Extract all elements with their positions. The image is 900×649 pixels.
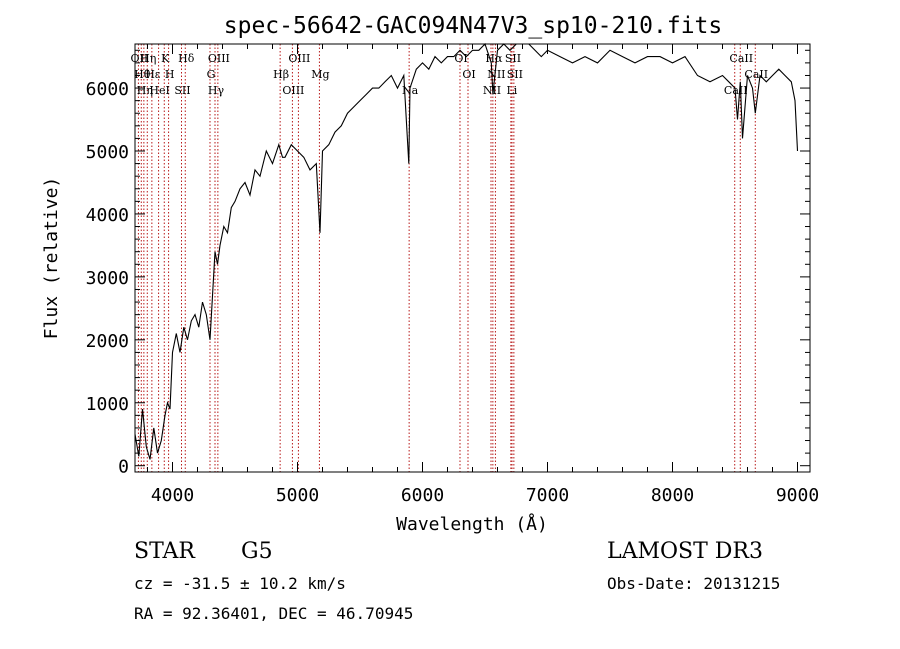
- spectrum-line: [134, 42, 799, 460]
- line-label: Li: [506, 84, 517, 97]
- line-label: Hε: [145, 68, 161, 81]
- y-tick-label: 0: [118, 457, 129, 478]
- line-label: G: [207, 68, 216, 81]
- x-axis-label: Wavelength (Å): [396, 513, 548, 535]
- line-label: SII: [505, 52, 521, 65]
- y-tick-label: 1000: [86, 394, 129, 415]
- line-label: OIII: [288, 52, 310, 65]
- plot-frame: [134, 43, 811, 473]
- y-axis-label: Flux (relative): [41, 177, 62, 340]
- emission-line-markers: [137, 44, 756, 472]
- x-tick-label: 4000: [151, 485, 194, 506]
- line-label: Hδ: [178, 52, 195, 65]
- line-label: CaII: [744, 68, 768, 81]
- redshift-velocity: cz = -31.5 ± 10.2 km/s: [134, 574, 346, 593]
- line-label: Hγ: [208, 84, 225, 97]
- x-axis-ticks: [147, 44, 798, 472]
- line-label: SII: [507, 68, 523, 81]
- line-label: CaII: [729, 52, 753, 65]
- x-tick-label: 6000: [401, 485, 444, 506]
- line-label: Hβ: [273, 68, 289, 81]
- line-label: H: [165, 68, 175, 81]
- survey-name: LAMOST DR3: [607, 539, 763, 564]
- line-label: Hα: [485, 52, 503, 65]
- line-label: Hη: [140, 52, 156, 65]
- object-class: STAR: [134, 539, 195, 564]
- emission-line-labels: OIIHθHηHηHεHeIKHSIIHδGHγOIIIHβOIIIOIIIMg…: [131, 52, 769, 97]
- line-label: CaII: [724, 84, 748, 97]
- y-tick-label: 2000: [86, 331, 129, 352]
- coordinates: RA = 92.36401, DEC = 46.70945: [134, 604, 414, 623]
- x-tick-label: 9000: [776, 485, 819, 506]
- observation-date: Obs-Date: 20131215: [607, 574, 781, 593]
- object-subclass: G5: [241, 539, 273, 564]
- y-tick-label: 3000: [86, 268, 129, 289]
- line-label: HeI: [149, 84, 169, 97]
- line-label: Hη: [137, 84, 153, 97]
- line-label: K: [161, 52, 170, 65]
- line-label: SII: [174, 84, 190, 97]
- line-label: OIII: [208, 52, 230, 65]
- y-axis-ticks: [135, 49, 810, 467]
- line-label: NII: [483, 84, 501, 97]
- line-label: Hθ: [134, 68, 151, 81]
- y-tick-label: 5000: [86, 142, 129, 163]
- line-label: OIII: [282, 84, 304, 97]
- y-tick-label: 4000: [86, 205, 129, 226]
- line-label: NII: [487, 68, 505, 81]
- x-tick-label: 8000: [651, 485, 694, 506]
- line-label: OI: [462, 68, 475, 81]
- y-axis-tick-labels: 0 1000 2000 3000 4000 5000 6000: [86, 79, 129, 478]
- x-tick-label: 7000: [526, 485, 569, 506]
- x-tick-label: 5000: [276, 485, 319, 506]
- y-tick-label: 6000: [86, 79, 129, 100]
- line-label: Mg: [311, 68, 329, 81]
- chart-title: spec-56642-GAC094N47V3_sp10-210.fits: [224, 13, 723, 39]
- x-axis-tick-labels: 4000 5000 6000 7000 8000 9000: [151, 485, 819, 506]
